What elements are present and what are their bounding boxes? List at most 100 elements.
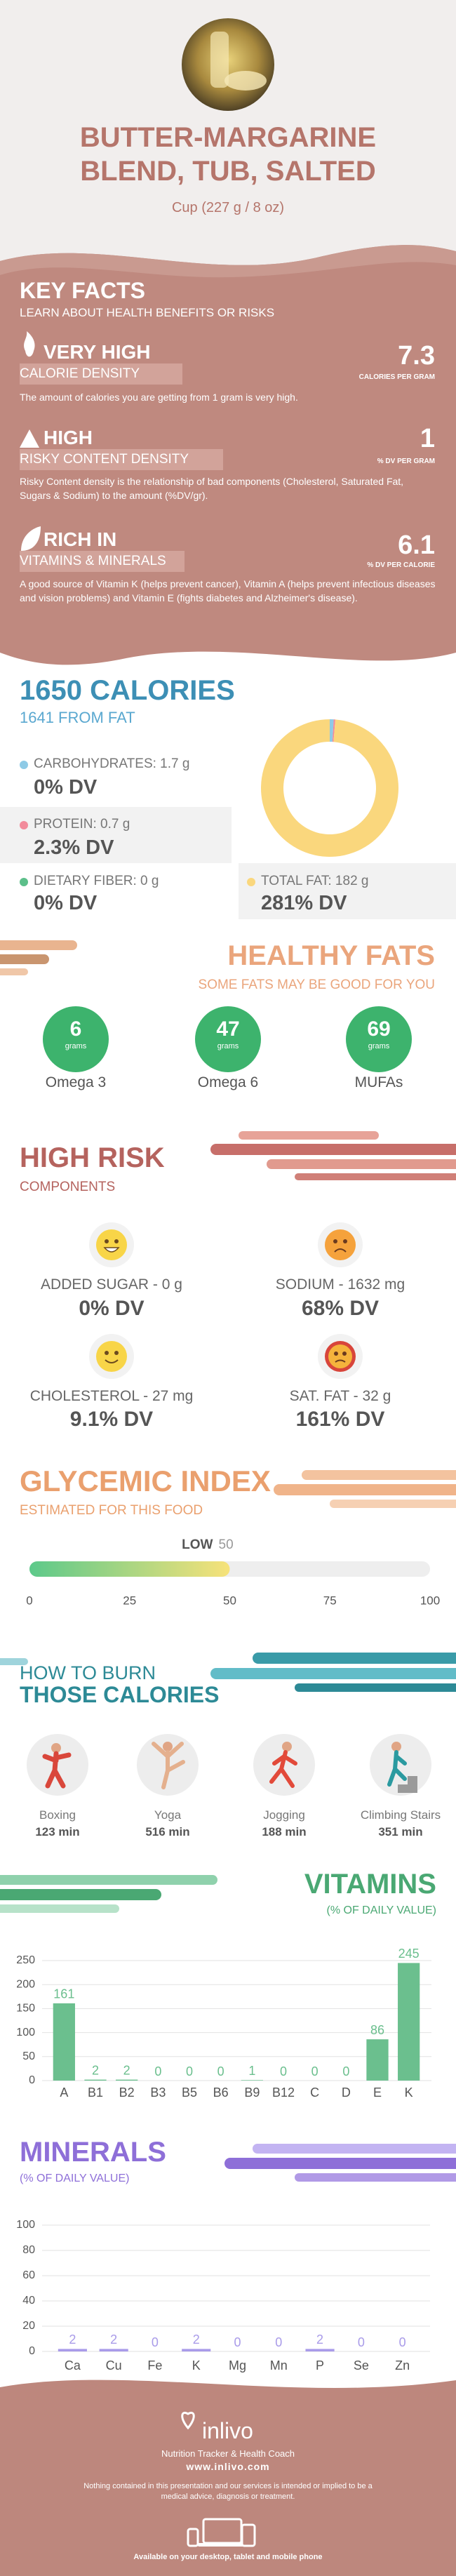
donut-segment	[330, 719, 334, 742]
nutrient-dv: 0% DV	[34, 776, 98, 799]
decoration	[210, 1668, 456, 1679]
fat-name: Omega 3	[45, 1074, 107, 1090]
x-tick-label: Se	[354, 2358, 369, 2373]
x-tick-label: D	[342, 2086, 351, 2100]
dizzy-face	[318, 1334, 363, 1379]
website-link[interactable]: www.inlivo.com	[186, 2461, 270, 2472]
value-label: 0	[217, 2064, 224, 2078]
fat-unit: grams	[368, 1042, 390, 1050]
x-tick-label: P	[316, 2358, 324, 2373]
x-tick-label: Zn	[395, 2358, 410, 2373]
decoration	[163, 1742, 173, 1751]
fact-name: VITAMINS & MINERALS	[20, 554, 166, 568]
value-label: 0	[275, 2335, 282, 2349]
fat-amount: 47	[216, 1017, 240, 1041]
decoration	[282, 1742, 292, 1751]
key-facts-subtitle: LEARN ABOUT HEALTH BENEFITS OR RISKS	[20, 306, 275, 319]
decoration	[103, 1247, 120, 1253]
nutrient-label: PROTEIN: 0.7 g	[34, 817, 130, 832]
donut-segment	[261, 719, 398, 857]
boxing-icon	[27, 1734, 88, 1796]
decoration	[152, 1742, 185, 1789]
activity-time: 123 min	[35, 1825, 80, 1838]
y-tick-label: 80	[22, 2244, 35, 2256]
x-tick-label: 100	[420, 1594, 440, 1607]
decoration	[20, 363, 182, 385]
decoration	[20, 551, 185, 572]
risk-label: SODIUM - 1632 mg	[275, 1276, 405, 1293]
value-label: 2	[92, 2063, 99, 2077]
fat-circle: 47 grams	[195, 1006, 261, 1072]
legend-dot	[20, 761, 28, 769]
x-tick-label: B5	[182, 2086, 197, 2100]
y-tick-label: 0	[29, 2074, 35, 2086]
decoration	[267, 1159, 456, 1169]
decoration	[224, 2158, 456, 2169]
risk-label: ADDED SUGAR - 0 g	[41, 1276, 182, 1293]
y-tick-label: 100	[16, 2219, 35, 2231]
value-label: 0	[280, 2064, 287, 2078]
y-tick-label: 50	[22, 2050, 35, 2062]
decoration	[198, 2543, 247, 2547]
decoration	[0, 940, 77, 950]
decoration	[42, 1751, 72, 1789]
decoration	[335, 1359, 346, 1363]
y-tick-label: 250	[16, 1954, 35, 1966]
y-tick-label: 100	[16, 2027, 35, 2038]
value-label: 245	[398, 1947, 420, 1961]
value-label: 0	[154, 2064, 161, 2078]
fact-value: 6.1	[398, 530, 435, 560]
decoration	[342, 1352, 347, 1356]
value-label: 2	[69, 2333, 76, 2347]
risk-dv: 9.1% DV	[69, 1408, 154, 1431]
risk-label: SAT. FAT - 32 g	[289, 1388, 391, 1404]
fact-value: 1	[420, 424, 435, 453]
decoration	[0, 1904, 119, 1913]
fat-unit: grams	[217, 1042, 239, 1050]
activity-name: Boxing	[39, 1808, 76, 1822]
decoration	[253, 2144, 456, 2154]
fat-amount: 6	[69, 1017, 82, 1041]
value-label: 1	[248, 2064, 255, 2078]
fact-name: CALORIE DENSITY	[20, 366, 140, 381]
vitamins-chart: 050100150200250161A2B12B20B30B50B61B90B1…	[16, 1947, 431, 2100]
decoration	[105, 1351, 109, 1355]
fact-description: The amount of calories you are getting f…	[20, 392, 298, 403]
burn-title: THOSE CALORIES	[20, 1682, 220, 1707]
decoration	[239, 1131, 379, 1140]
decoration	[20, 429, 39, 448]
decoration	[325, 1229, 356, 1260]
value-label: 0	[152, 2335, 159, 2349]
decoration	[0, 2380, 456, 2576]
risk-dv: 0% DV	[79, 1297, 145, 1320]
food-title: BUTTER-MARGARINE BLEND, TUB, SALTED	[79, 122, 377, 187]
decoration	[274, 1484, 456, 1495]
decoration	[295, 2173, 456, 2182]
burn-title: HOW TO BURN	[20, 1662, 156, 1683]
legend-dot	[20, 878, 28, 886]
decoration	[0, 245, 456, 278]
key-facts-title: KEY FACTS	[20, 278, 145, 303]
x-tick-label: 75	[323, 1594, 337, 1607]
x-tick-label: B9	[244, 2086, 260, 2100]
risk-faces	[89, 1222, 363, 1379]
activity-name: Jogging	[263, 1808, 305, 1822]
x-tick-label: 0	[26, 1594, 32, 1607]
x-tick-label: 25	[123, 1594, 136, 1607]
value-label: 0	[342, 2064, 349, 2078]
decoration	[21, 526, 41, 551]
bar	[182, 2349, 211, 2351]
minerals-subtitle: (% OF DAILY VALUE)	[20, 2173, 130, 2184]
value-label: 0	[234, 2335, 241, 2349]
decoration	[239, 863, 456, 919]
decoration	[96, 1229, 127, 1260]
fat-amount: 69	[367, 1017, 391, 1041]
value-label: 0	[399, 2335, 406, 2349]
value-label: 0	[186, 2064, 193, 2078]
nutrient-label: TOTAL FAT: 182 g	[261, 874, 369, 888]
decoration	[253, 1653, 456, 1664]
value-label: 0	[311, 2064, 318, 2078]
serving-size: Cup (227 g / 8 oz)	[171, 200, 285, 215]
decoration	[295, 1683, 456, 1692]
decoration	[0, 968, 28, 975]
